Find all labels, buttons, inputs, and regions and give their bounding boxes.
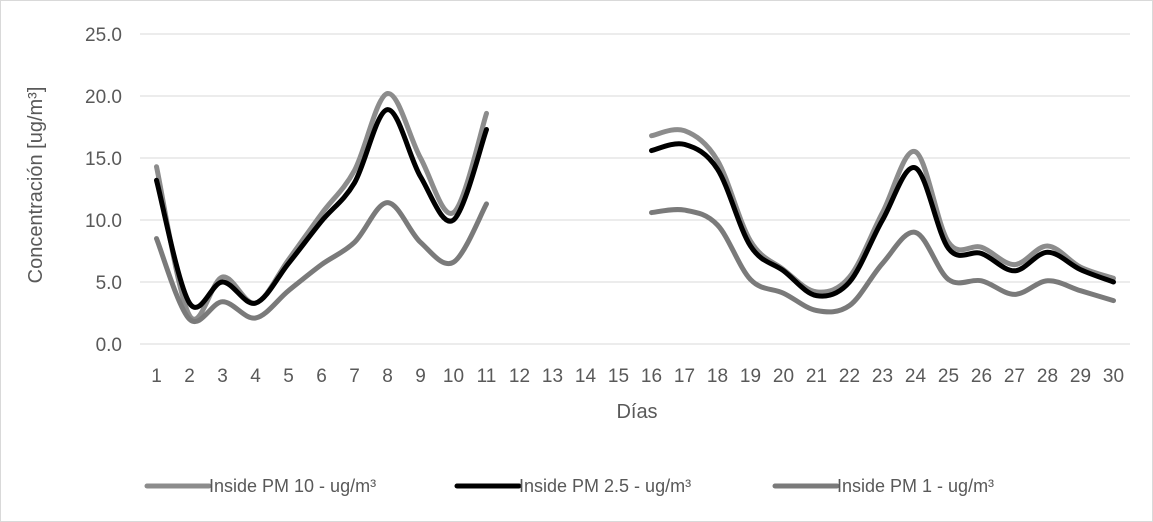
x-axis-title: Días (616, 401, 657, 423)
legend-label: Inside PM 1 - ug/m³ (837, 476, 994, 496)
legend: Inside PM 10 - ug/m³ Inside PM 2.5 - ug/m… (144, 476, 994, 496)
x-tick-label: 25 (938, 366, 959, 387)
x-tick-label: 9 (415, 366, 426, 387)
legend-label: Inside PM 10 - ug/m³ (209, 476, 376, 496)
x-tick-label: 29 (1070, 366, 1091, 387)
x-tick-label: 11 (477, 366, 497, 387)
x-tick-label: 4 (250, 366, 261, 387)
y-tick-label: 15.0 (85, 149, 122, 170)
x-tick-label: 24 (905, 366, 927, 387)
x-tick-label: 22 (839, 366, 860, 387)
x-axis-ticks: 1 2 3 4 5 6 7 8 9 10 11 12 13 14 15 16 17 18 19 20 21 22 23 24 2… (151, 366, 1124, 387)
y-tick-label: 20.0 (85, 87, 122, 108)
x-tick-label: 15 (608, 366, 629, 387)
y-axis-ticks: 0.0 5.0 10.0 15.0 20.0 25.0 (85, 25, 122, 356)
series-line-1-segment-0 (154, 107, 489, 310)
x-tick-label: 28 (1037, 366, 1058, 387)
x-tick-label: 17 (674, 366, 695, 387)
y-tick-label: 5.0 (96, 273, 122, 294)
series-line-0-segment-0 (154, 91, 489, 322)
x-tick-label: 5 (283, 366, 294, 387)
series-line-2-segment-1 (649, 207, 1116, 315)
x-tick-label: 1 (151, 366, 162, 387)
x-tick-label: 8 (382, 366, 393, 387)
series-line-0-segment-1 (649, 127, 1116, 295)
series-line-1-segment-1 (649, 141, 1116, 299)
x-tick-label: 26 (971, 366, 992, 387)
series-lines (154, 91, 1116, 324)
x-tick-label: 14 (575, 366, 597, 387)
x-tick-label: 16 (641, 366, 662, 387)
y-tick-label: 0.0 (96, 335, 122, 356)
x-tick-label: 30 (1103, 366, 1124, 387)
x-tick-label: 27 (1004, 366, 1025, 387)
x-tick-label: 6 (316, 366, 327, 387)
x-tick-label: 3 (217, 366, 228, 387)
series-line-2-segment-0 (154, 200, 489, 324)
x-tick-label: 13 (542, 366, 563, 387)
x-tick-label: 10 (443, 366, 464, 387)
gridlines (140, 33, 1130, 345)
y-axis-title: Concentración [ug/m³] (25, 87, 47, 284)
x-tick-label: 21 (806, 366, 827, 387)
y-tick-label: 10.0 (85, 211, 122, 232)
y-tick-label: 25.0 (85, 25, 122, 46)
x-tick-label: 20 (773, 366, 794, 387)
x-tick-label: 12 (509, 366, 530, 387)
x-tick-label: 7 (349, 366, 360, 387)
x-tick-label: 18 (707, 366, 728, 387)
legend-label: Inside PM 2.5 - ug/m³ (519, 476, 691, 496)
x-tick-label: 19 (740, 366, 761, 387)
x-tick-label: 2 (184, 366, 195, 387)
x-tick-label: 23 (872, 366, 893, 387)
